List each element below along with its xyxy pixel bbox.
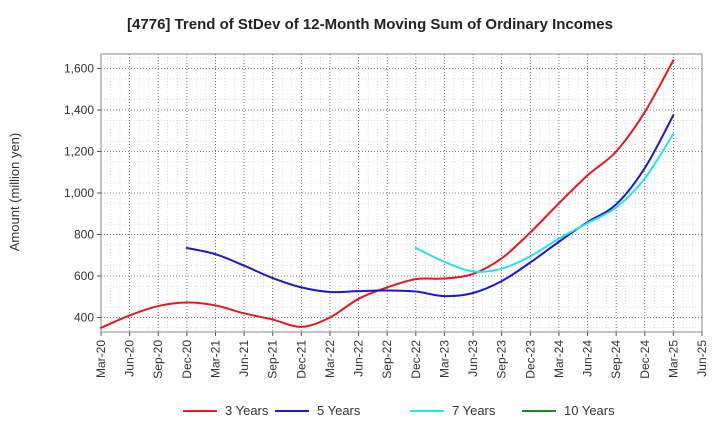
x-tick-label: Mar-20 (94, 340, 108, 378)
legend-label-7-years: 7 Years (452, 403, 496, 418)
x-tick-label: Jun-21 (237, 340, 251, 377)
y-tick-label: 1,200 (64, 145, 94, 159)
y-tick-label: 1,600 (64, 62, 94, 76)
x-tick-label: Jun-22 (352, 340, 366, 377)
y-tick-label: 600 (74, 269, 94, 283)
x-tick-label: Mar-22 (323, 340, 337, 378)
x-tick-label: Dec-20 (180, 340, 194, 379)
legend: 3 Years 5 Years 7 Years 10 Years (183, 403, 615, 418)
series-line-5-years (185, 114, 675, 298)
series-line-7-years (414, 132, 675, 273)
x-tick-label: Sep-23 (495, 340, 509, 379)
plot-area: Mar-20 Jun-20 Sep-20 Dec-20 Mar-21 Jun-21 Sep-… (64, 53, 709, 379)
x-tick-label: Dec-24 (638, 340, 652, 379)
legend-label-3-years: 3 Years (225, 403, 269, 418)
x-tick-label: Jun-23 (466, 340, 480, 377)
x-tick-label: Dec-23 (523, 340, 537, 379)
y-tick-label: 1,000 (64, 186, 94, 200)
x-tick-label: Mar-21 (208, 340, 222, 378)
x-tick-label: Sep-20 (151, 340, 165, 379)
y-axis-label: Amount (million yen) (7, 133, 22, 252)
x-tick-label: Dec-21 (294, 340, 308, 379)
x-tick-label: Sep-24 (609, 340, 623, 379)
x-tick-label: Dec-22 (409, 340, 423, 379)
legend-label-5-years: 5 Years (317, 403, 361, 418)
legend-label-10-years: 10 Years (564, 403, 615, 418)
x-tick-label: Mar-25 (666, 340, 680, 378)
y-tick-label: 400 (74, 310, 94, 324)
x-tick-label: Sep-22 (380, 340, 394, 379)
x-tick-label: Mar-24 (552, 340, 566, 378)
y-tick-label: 800 (74, 227, 94, 241)
x-tick-label: Mar-23 (437, 340, 451, 378)
y-tick-label: 1,400 (64, 103, 94, 117)
x-tick-label: Jun-24 (581, 340, 595, 377)
chart-title: [4776] Trend of StDev of 12-Month Moving… (127, 16, 613, 33)
x-tick-label: Jun-20 (123, 340, 137, 377)
x-tick-label: Sep-21 (266, 340, 280, 379)
series-line-3-years (100, 59, 675, 329)
x-tick-label: Jun-25 (695, 340, 709, 377)
